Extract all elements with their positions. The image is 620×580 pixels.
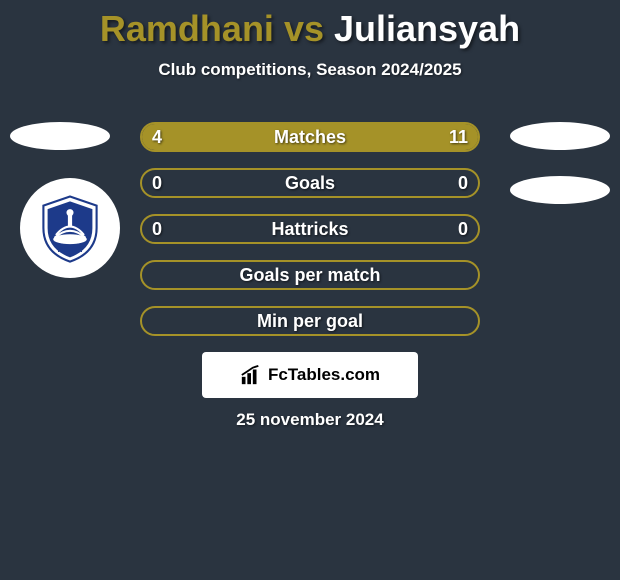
player-right-avatar-oval-1 <box>510 122 610 150</box>
comparison-bars: 411Matches 00Goals 00Hattricks Goals per ma… <box>140 122 480 352</box>
bar-label: Goals <box>142 170 478 196</box>
player-left-club-badge: P.S.I.S. <box>20 178 120 278</box>
stat-row-hattricks: 00Hattricks <box>140 214 480 244</box>
stat-row-matches: 411Matches <box>140 122 480 152</box>
title-vs: vs <box>274 8 334 49</box>
stat-row-goals: 00Goals <box>140 168 480 198</box>
bar-label: Goals per match <box>142 262 478 288</box>
bar-label: Hattricks <box>142 216 478 242</box>
chart-icon <box>240 364 262 386</box>
bar-label: Matches <box>142 124 478 150</box>
branding-badge: FcTables.com <box>202 352 418 398</box>
player-right-avatar-oval-2 <box>510 176 610 204</box>
svg-text:P.S.I.S.: P.S.I.S. <box>57 245 82 254</box>
title-right: Juliansyah <box>334 8 520 49</box>
subtitle: Club competitions, Season 2024/2025 <box>0 60 620 80</box>
player-left-avatar-oval <box>10 122 110 150</box>
date-text: 25 november 2024 <box>0 410 620 430</box>
page-title: Ramdhani vs Juliansyah <box>0 0 620 50</box>
branding-text: FcTables.com <box>268 365 380 385</box>
title-left: Ramdhani <box>100 8 274 49</box>
bar-label: Min per goal <box>142 308 478 334</box>
stat-row-goals-per-match: Goals per match <box>140 260 480 290</box>
club-logo-icon: P.S.I.S. <box>35 193 105 263</box>
stat-row-min-per-goal: Min per goal <box>140 306 480 336</box>
